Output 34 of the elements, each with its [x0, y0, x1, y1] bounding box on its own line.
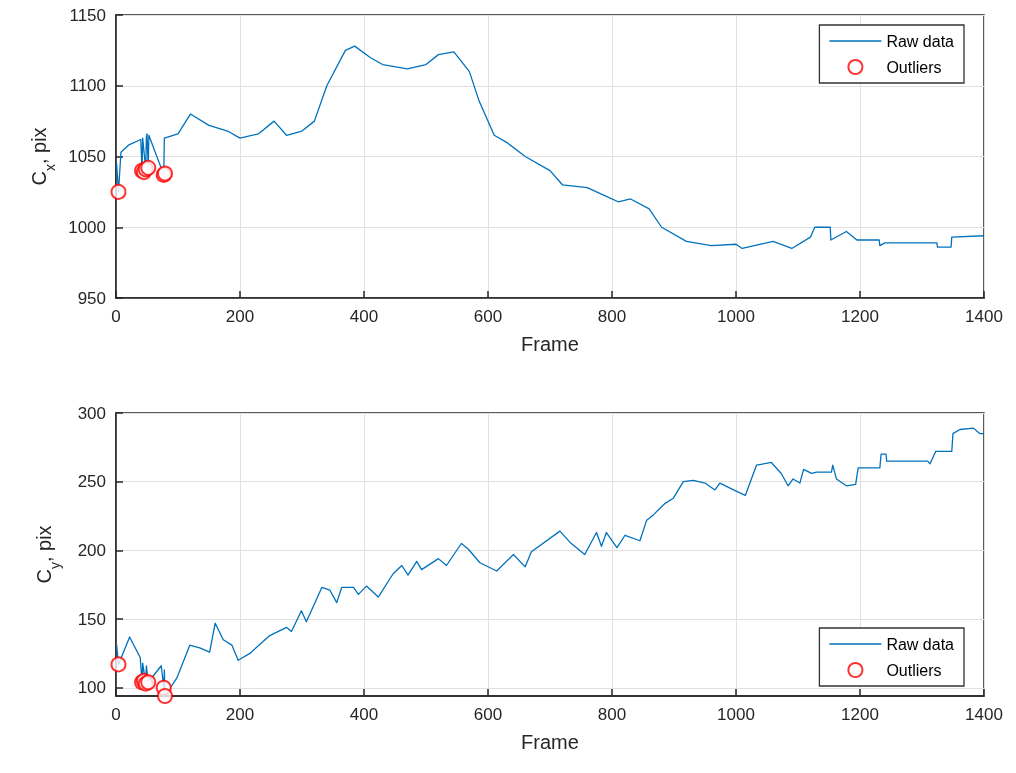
y-tick-label: 200 [77, 540, 106, 560]
y-tick-label: 950 [77, 288, 106, 308]
y-tick-label: 250 [77, 472, 106, 492]
x-tick-label: 1400 [965, 307, 1003, 326]
x-tick-label: 600 [473, 307, 503, 326]
x-tick-label: 1000 [717, 307, 755, 326]
y-tick-label: 1000 [68, 217, 106, 237]
x-tick-label: 1000 [717, 705, 755, 724]
y-tick-label: 1150 [69, 5, 106, 25]
legend-label: Raw data [886, 635, 955, 653]
x-tick-label: 0 [111, 705, 121, 724]
x-tick-label: 200 [225, 705, 255, 724]
x-tick-label: 400 [349, 307, 379, 326]
x-tick-label: 1200 [841, 705, 879, 724]
x-tick-label: 600 [473, 705, 503, 724]
legend-label: Outliers [886, 661, 942, 679]
x-tick-label: 800 [597, 705, 627, 724]
legend-label: Outliers [886, 58, 942, 76]
legend-label: Raw data [886, 32, 955, 50]
x-tick-label: 0 [111, 307, 121, 326]
y-axis-title: Cx, pix [28, 127, 59, 186]
y-tick-label: 1050 [68, 147, 106, 166]
y-tick-label: 100 [77, 678, 106, 698]
x-tick-label: 800 [597, 307, 627, 326]
y-tick-label: 150 [77, 609, 106, 629]
x-axis-title: Frame [521, 731, 579, 753]
y-tick-label: 300 [77, 403, 106, 423]
x-axis-title: Frame [521, 333, 579, 355]
x-tick-label: 200 [225, 307, 255, 326]
x-tick-label: 1400 [965, 705, 1003, 724]
y-tick-label: 1100 [69, 76, 106, 96]
x-tick-label: 1200 [841, 307, 879, 326]
y-axis-title: Cy, pix [33, 525, 63, 584]
x-tick-label: 400 [349, 705, 379, 724]
